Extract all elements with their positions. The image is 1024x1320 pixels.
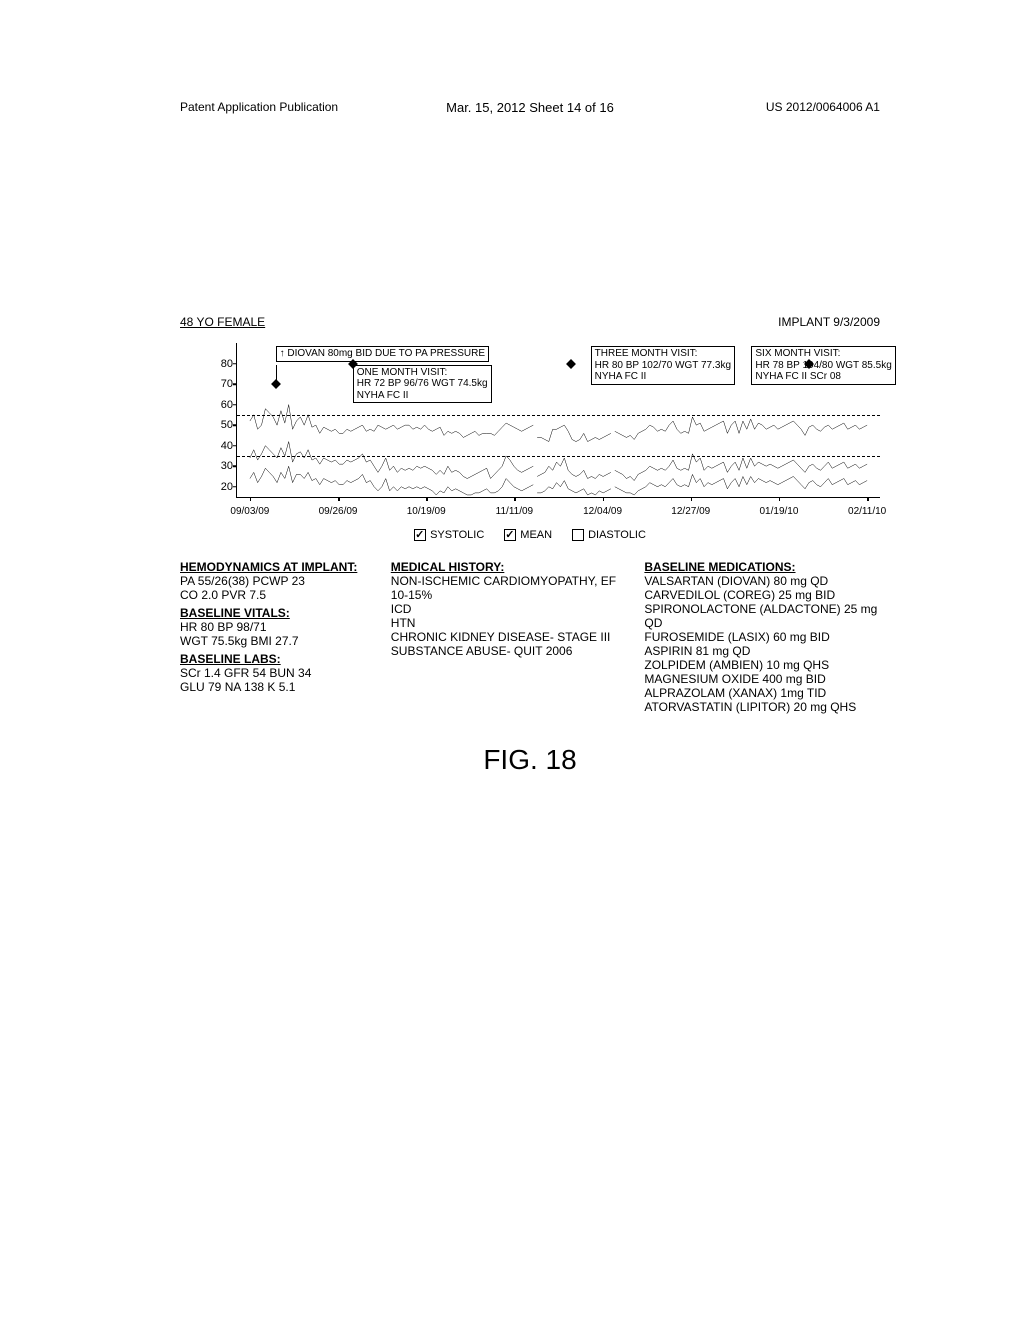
chart-legend: SYSTOLIC MEAN DIASTOLIC	[180, 529, 880, 544]
header-left: Patent Application Publication	[180, 100, 413, 115]
y-tick-label: 20	[207, 481, 233, 493]
x-tick-label: 12/27/09	[671, 506, 710, 517]
info-line: HTN	[391, 616, 627, 630]
header-center: Mar. 15, 2012 Sheet 14 of 16	[413, 100, 646, 115]
info-line: ASPIRIN 81 mg QD	[644, 644, 880, 658]
info-line: ALPRAZOLAM (XANAX) 1mg TID	[644, 686, 880, 700]
history-title: MEDICAL HISTORY:	[391, 560, 627, 574]
implant-label: IMPLANT 9/3/2009	[778, 315, 880, 329]
info-line: SCr 1.4 GFR 54 BUN 34	[180, 666, 373, 680]
labs-title: BASELINE LABS:	[180, 652, 373, 666]
x-tick-label: 10/19/09	[407, 506, 446, 517]
info-line: HR 80 BP 98/71	[180, 620, 373, 634]
chart-box: 20 30 40 50 60 70 80 09/03/09 09/26/09 10/19/09 11…	[206, 333, 880, 523]
legend-checkbox	[572, 529, 584, 541]
page-header: Patent Application Publication Mar. 15, …	[180, 100, 880, 115]
info-line: FUROSEMIDE (LASIX) 60 mg BID	[644, 630, 880, 644]
legend-checkbox	[414, 529, 426, 541]
patient-label: 48 YO FEMALE	[180, 315, 265, 329]
info-line: NON-ISCHEMIC CARDIOMYOPATHY, EF 10-15%	[391, 574, 627, 602]
hemo-title: HEMODYNAMICS AT IMPLANT:	[180, 560, 373, 574]
info-line: MAGNESIUM OXIDE 400 mg BID	[644, 672, 880, 686]
chart-header: 48 YO FEMALE IMPLANT 9/3/2009	[180, 315, 880, 329]
info-line: CO 2.0 PVR 7.5	[180, 588, 373, 602]
x-tick-label: 01/19/10	[759, 506, 798, 517]
y-tick-label: 80	[207, 358, 233, 370]
labs-lines: SCr 1.4 GFR 54 BUN 34GLU 79 NA 138 K 5.1	[180, 666, 373, 694]
info-line: PA 55/26(38) PCWP 23	[180, 574, 373, 588]
y-tick-label: 70	[207, 378, 233, 390]
threshold-line	[237, 415, 880, 416]
y-tick-label: 30	[207, 460, 233, 472]
info-line: GLU 79 NA 138 K 5.1	[180, 680, 373, 694]
info-line: CHRONIC KIDNEY DISEASE- STAGE III	[391, 630, 627, 644]
legend-checkbox	[504, 529, 516, 541]
x-tick-label: 12/04/09	[583, 506, 622, 517]
info-line: CARVEDILOL (COREG) 25 mg BID	[644, 588, 880, 602]
x-tick-label: 02/11/10	[848, 506, 886, 517]
x-tick-label: 09/03/09	[230, 506, 269, 517]
col-meds: BASELINE MEDICATIONS: VALSARTAN (DIOVAN)…	[644, 556, 880, 714]
info-line: VALSARTAN (DIOVAN) 80 mg QD	[644, 574, 880, 588]
hemo-lines: PA 55/26(38) PCWP 23CO 2.0 PVR 7.5	[180, 574, 373, 602]
annotation-box: ONE MONTH VISIT:HR 72 BP 96/76 WGT 74.5k…	[353, 365, 492, 404]
col-hemodynamics: HEMODYNAMICS AT IMPLANT: PA 55/26(38) PC…	[180, 556, 373, 714]
figure-label: FIG. 18	[180, 744, 880, 776]
figure-18: 48 YO FEMALE IMPLANT 9/3/2009 20 30 40 50 60…	[180, 315, 880, 776]
info-line: SPIRONOLACTONE (ALDACTONE) 25 mg QD	[644, 602, 880, 630]
x-tick-label: 11/11/09	[496, 506, 533, 517]
vitals-title: BASELINE VITALS:	[180, 606, 373, 620]
col-history: MEDICAL HISTORY: NON-ISCHEMIC CARDIOMYOP…	[391, 556, 627, 714]
page-content: Patent Application Publication Mar. 15, …	[180, 100, 880, 776]
annotation-box: SIX MONTH VISIT:HR 78 BP 104/80 WGT 85.5…	[751, 346, 895, 385]
info-line: ZOLPIDEM (AMBIEN) 10 mg QHS	[644, 658, 880, 672]
legend-item: SYSTOLIC	[414, 529, 484, 541]
history-lines: NON-ISCHEMIC CARDIOMYOPATHY, EF 10-15%IC…	[391, 574, 627, 658]
meds-title: BASELINE MEDICATIONS:	[644, 560, 880, 574]
y-tick-label: 50	[207, 419, 233, 431]
legend-item: MEAN	[504, 529, 552, 541]
info-columns: HEMODYNAMICS AT IMPLANT: PA 55/26(38) PC…	[180, 556, 880, 714]
y-tick-label: 60	[207, 399, 233, 411]
vitals-lines: HR 80 BP 98/71WGT 75.5kg BMI 27.7	[180, 620, 373, 648]
legend-item: DIASTOLIC	[572, 529, 646, 541]
y-tick-label: 40	[207, 440, 233, 452]
annotation-box: THREE MONTH VISIT:HR 80 BP 102/70 WGT 77…	[591, 346, 735, 385]
header-right: US 2012/0064006 A1	[647, 100, 880, 115]
info-line: WGT 75.5kg BMI 27.7	[180, 634, 373, 648]
meds-lines: VALSARTAN (DIOVAN) 80 mg QDCARVEDILOL (C…	[644, 574, 880, 714]
threshold-line	[237, 456, 880, 457]
x-tick-label: 09/26/09	[319, 506, 358, 517]
info-line: ATORVASTATIN (LIPITOR) 20 mg QHS	[644, 700, 880, 714]
annotation-box: ↑ DIOVAN 80mg BID DUE TO PA PRESSURE	[276, 346, 489, 362]
info-line: SUBSTANCE ABUSE- QUIT 2006	[391, 644, 627, 658]
info-line: ICD	[391, 602, 627, 616]
plot-area: 2030405060708009/03/0909/26/0910/19/0911…	[236, 343, 880, 498]
